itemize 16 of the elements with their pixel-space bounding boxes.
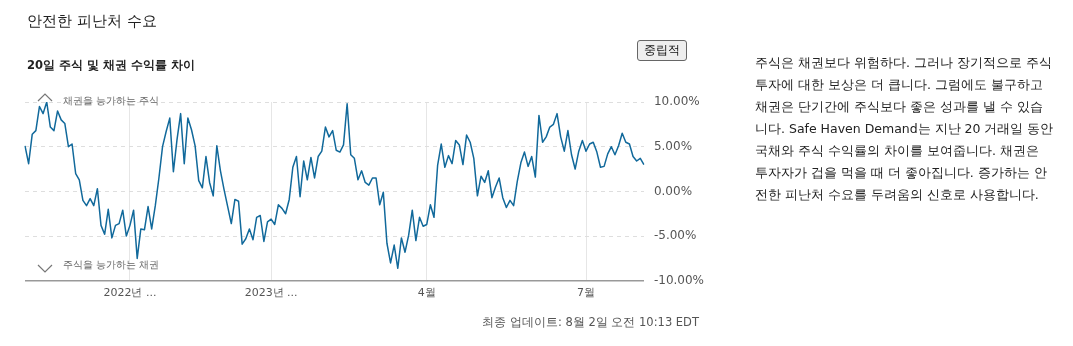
- x-tick-label: 2022년 ...: [103, 286, 157, 300]
- y-tick-label: -5.00%: [653, 228, 697, 243]
- x-tick-label: 7월: [577, 286, 595, 300]
- y-tick-label: 10.00%: [653, 94, 700, 109]
- y-tick-label: -10.00%: [653, 272, 705, 287]
- x-tick-label: 2023년 ...: [244, 286, 298, 300]
- y-tick-label: 5.00%: [653, 138, 693, 153]
- annotation: 주식을 능가하는 채권: [63, 259, 160, 271]
- chart-title: 안전한 피난처 수요: [27, 12, 157, 31]
- text: 최종 업데이트: 8월 2일 오전 10:13 EDT: [482, 315, 699, 330]
- text: 주식은 채권보다 위험하다. 그러나 장기적으로 주식 투자에 대한 보상은 더 큽니다. 그럼에도 불구하고 채권은 단기간에 주식보다 좋은 성과를 낼 수 있습니다. Safe Haven Demand는 지난 20 거래일 동안 국채와 주식 수익률의 차이를 보여줍니다. 채권은 투자자가 겁을 먹을 때 더 좋아집니다. 증가하는 안전한 피난처 수요를 두려움의 신호로 사용합니다.: [755, 54, 1055, 204]
- y-tick-label: 0.00%: [653, 183, 693, 198]
- x-tick-label: 4월: [417, 286, 436, 300]
- chart-subtitle: 20일 주식 및 채권 수익률 차이: [27, 58, 196, 73]
- text: 중립적: [637, 40, 687, 61]
- annotation: 채권을 능가하는 주식: [63, 94, 160, 106]
